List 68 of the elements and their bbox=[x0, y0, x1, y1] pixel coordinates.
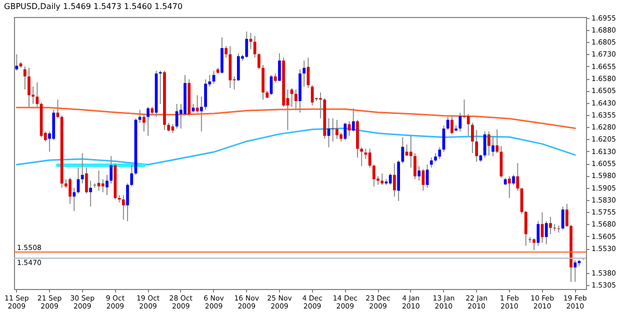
candlestick bbox=[512, 174, 515, 186]
candlestick bbox=[122, 194, 125, 220]
candlestick bbox=[28, 67, 30, 108]
candlestick bbox=[23, 66, 26, 90]
candlestick bbox=[310, 84, 314, 106]
candlestick bbox=[72, 187, 76, 212]
candlestick bbox=[130, 164, 134, 187]
candlestick bbox=[56, 99, 60, 119]
candlestick bbox=[142, 114, 146, 132]
candlestick bbox=[196, 94, 199, 114]
candlestick bbox=[405, 144, 408, 157]
chart-title: GBPUSD,Daily 1.5469 1.5473 1.5460 1.5470 bbox=[4, 2, 183, 11]
candlestick bbox=[138, 109, 142, 124]
candlestick bbox=[409, 134, 412, 168]
candlestick bbox=[430, 157, 433, 168]
candlestick bbox=[80, 152, 84, 184]
candlestick bbox=[393, 162, 396, 198]
candlestick bbox=[372, 164, 376, 187]
candlestick bbox=[294, 89, 298, 110]
candlestick bbox=[245, 31, 248, 58]
candlestick bbox=[516, 162, 520, 192]
candlestick bbox=[496, 128, 499, 154]
candlestick bbox=[450, 115, 454, 135]
candlestick bbox=[253, 35, 256, 58]
line-series bbox=[16, 127, 576, 166]
candlestick bbox=[380, 172, 384, 186]
candlestick bbox=[471, 122, 474, 154]
candlestick bbox=[487, 130, 490, 156]
candlestick bbox=[97, 170, 100, 192]
candlestick bbox=[319, 92, 322, 119]
candlestick bbox=[524, 210, 528, 246]
candlestick bbox=[418, 166, 421, 182]
candlestick bbox=[352, 108, 355, 132]
candlestick bbox=[110, 156, 113, 184]
candlestick bbox=[446, 116, 450, 131]
candlestick bbox=[336, 119, 338, 140]
candlestick bbox=[549, 216, 552, 235]
candlestick bbox=[438, 146, 442, 160]
candlestick bbox=[401, 136, 404, 164]
candlestick bbox=[475, 130, 478, 162]
candlestick bbox=[565, 203, 568, 228]
candlestick bbox=[85, 167, 88, 194]
candlestick bbox=[101, 178, 104, 193]
candlestick bbox=[508, 176, 511, 199]
candlestick bbox=[344, 122, 347, 141]
candlestick bbox=[458, 112, 462, 132]
candlestick bbox=[89, 180, 92, 208]
candlestick bbox=[414, 152, 416, 180]
candlestick bbox=[68, 177, 72, 204]
line-series bbox=[16, 106, 576, 129]
candlestick bbox=[290, 88, 294, 108]
candlestick bbox=[302, 60, 306, 88]
candlestick bbox=[532, 238, 536, 251]
candlestick bbox=[574, 260, 577, 282]
candlestick bbox=[200, 96, 203, 132]
candlestick bbox=[224, 46, 228, 58]
candlestick bbox=[126, 182, 129, 222]
candlestick bbox=[466, 114, 470, 136]
candlestick bbox=[278, 52, 281, 82]
candlestick bbox=[388, 172, 392, 186]
candlestick bbox=[536, 220, 540, 246]
candlestick bbox=[258, 52, 260, 70]
candlestick bbox=[204, 78, 207, 110]
candlestick bbox=[544, 220, 548, 245]
candlestick bbox=[106, 174, 108, 196]
candlestick bbox=[158, 70, 162, 104]
candlestick bbox=[492, 135, 494, 157]
candlestick bbox=[146, 106, 150, 136]
